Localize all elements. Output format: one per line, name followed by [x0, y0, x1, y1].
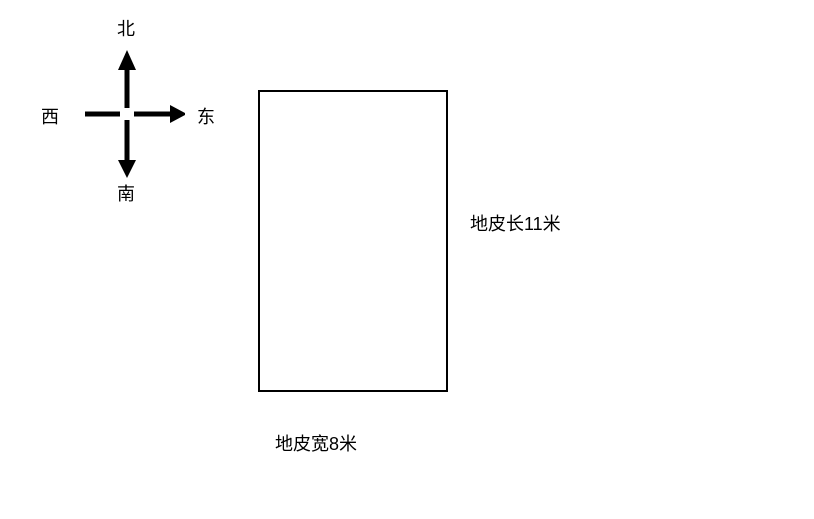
- compass-west-label: 西: [41, 103, 59, 129]
- compass-south-label: 南: [117, 180, 135, 206]
- compass-arrow-svg: [85, 50, 185, 180]
- compass-east-label: 东: [197, 103, 215, 129]
- compass-rose: 北 西 东 南: [25, 15, 225, 200]
- compass-arrows: [85, 50, 185, 170]
- width-dimension-label: 地皮宽8米: [275, 430, 357, 456]
- length-dimension-label: 地皮长11米: [470, 210, 561, 236]
- compass-north-label: 北: [117, 15, 135, 41]
- land-rectangle: [258, 90, 448, 392]
